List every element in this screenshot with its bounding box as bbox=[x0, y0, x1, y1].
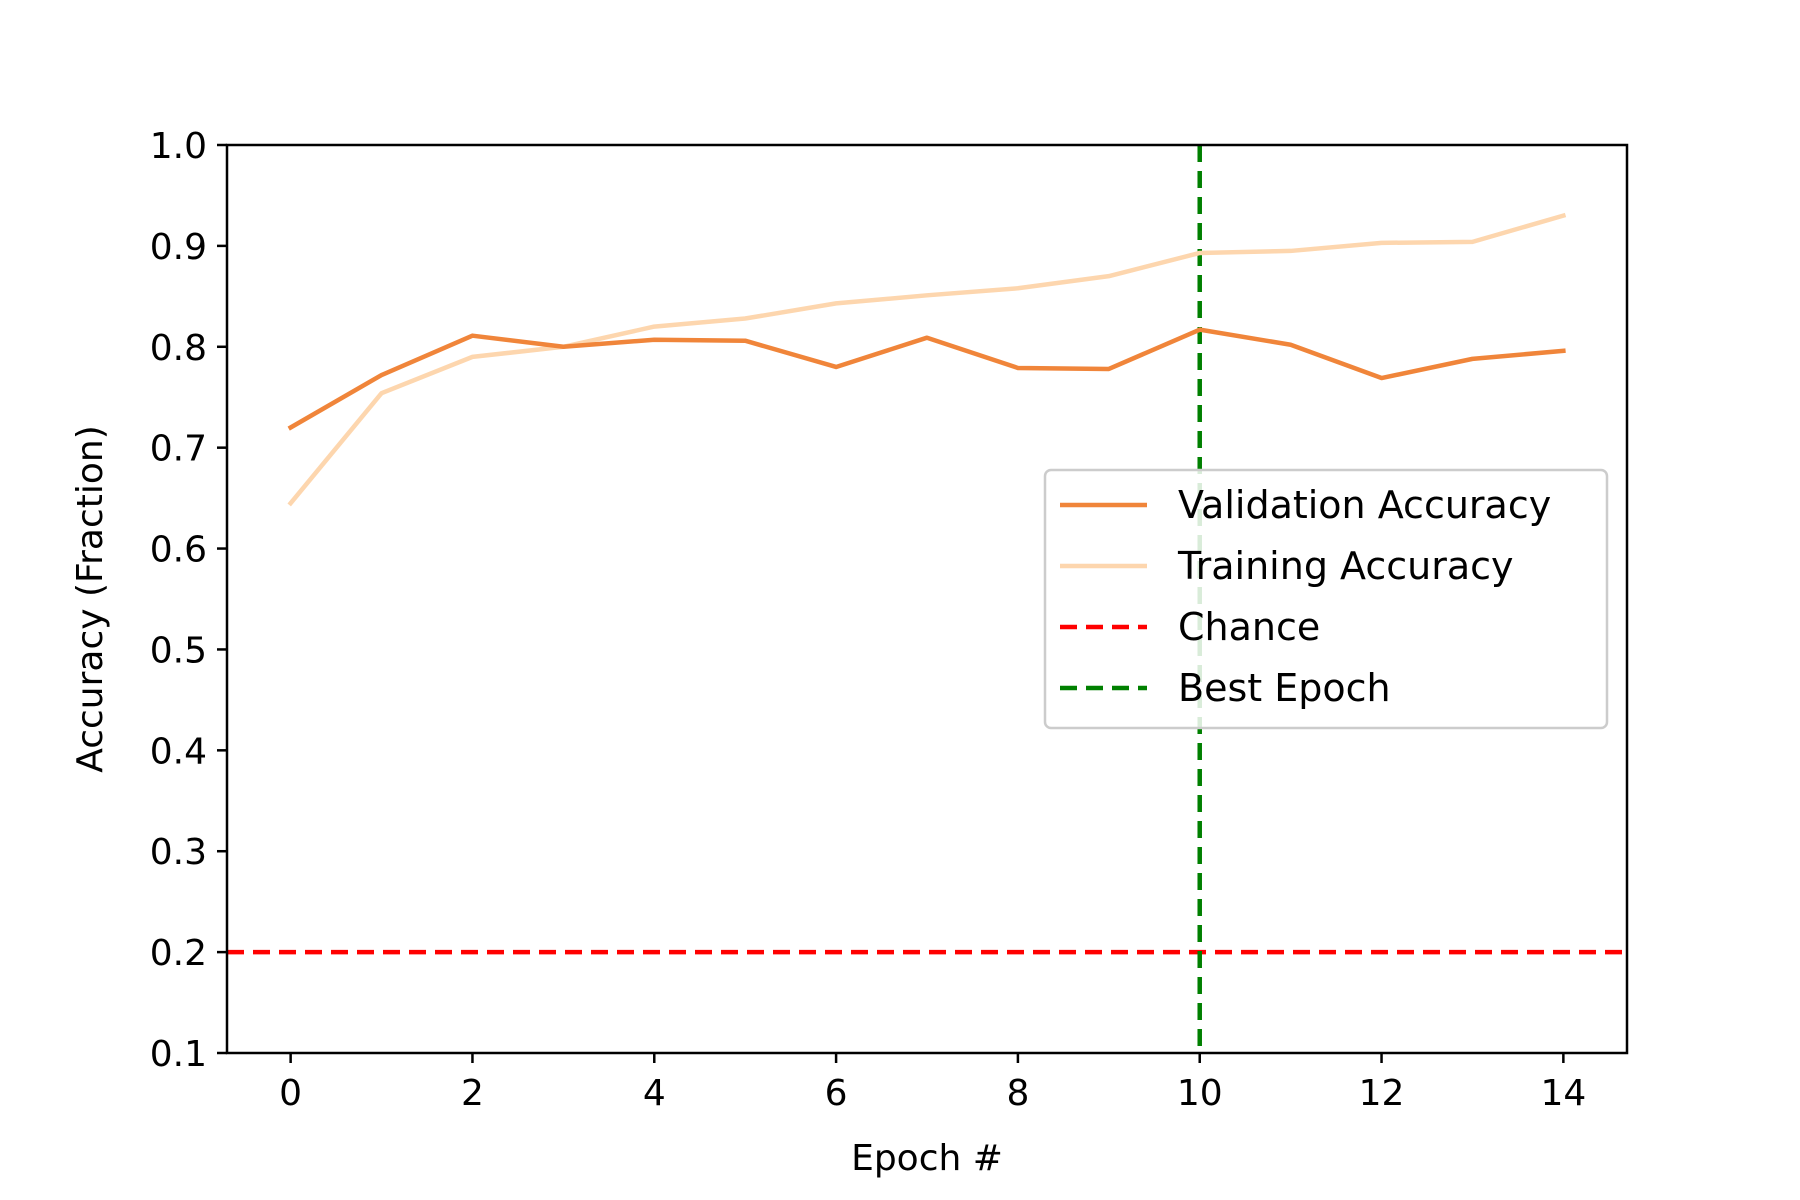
y-tick-label: 0.8 bbox=[150, 328, 207, 369]
series-lines bbox=[287, 212, 1567, 507]
y-tick-label: 0.4 bbox=[150, 731, 207, 772]
y-tick-label: 0.1 bbox=[150, 1034, 207, 1075]
y-tick-label: 0.6 bbox=[150, 530, 207, 571]
series-line-validation-accuracy bbox=[287, 327, 1566, 431]
y-tick-label: 0.5 bbox=[150, 630, 207, 671]
legend-label-best-epoch: Best Epoch bbox=[1178, 666, 1391, 710]
y-axis-ticks: 0.1 0.2 0.3 0.4 0.5 0.6 0.7 0.8 0.9 1.0 bbox=[150, 126, 227, 1075]
y-axis-label: Accuracy (Fraction) bbox=[70, 425, 111, 773]
plot-frame bbox=[225, 143, 1629, 1055]
x-axis-ticks: 0 2 4 6 8 10 12 14 bbox=[279, 1053, 1586, 1114]
x-axis-label: Epoch # bbox=[851, 1138, 1003, 1179]
y-tick-label: 0.7 bbox=[150, 429, 207, 470]
legend-label-chance: Chance bbox=[1178, 605, 1320, 649]
y-tick-label: 0.9 bbox=[150, 227, 207, 268]
x-tick-label: 12 bbox=[1359, 1073, 1405, 1114]
legend-label-training-accuracy: Training Accuracy bbox=[1177, 544, 1514, 588]
y-tick-label: 0.2 bbox=[150, 933, 207, 974]
x-tick-label: 10 bbox=[1177, 1073, 1223, 1114]
legend-label-validation-accuracy: Validation Accuracy bbox=[1178, 483, 1551, 527]
legend-box bbox=[1043, 468, 1609, 730]
x-tick-label: 0 bbox=[279, 1073, 302, 1114]
x-tick-label: 2 bbox=[461, 1073, 484, 1114]
x-tick-label: 6 bbox=[825, 1073, 848, 1114]
legend: Validation Accuracy Training Accuracy Chan… bbox=[1043, 468, 1609, 730]
y-tick-label: 1.0 bbox=[150, 126, 207, 167]
y-tick-label: 0.3 bbox=[150, 832, 207, 873]
x-tick-label: 4 bbox=[643, 1073, 666, 1114]
series-line-training-accuracy bbox=[287, 212, 1567, 507]
x-tick-label: 8 bbox=[1006, 1073, 1029, 1114]
x-tick-label: 14 bbox=[1540, 1073, 1586, 1114]
